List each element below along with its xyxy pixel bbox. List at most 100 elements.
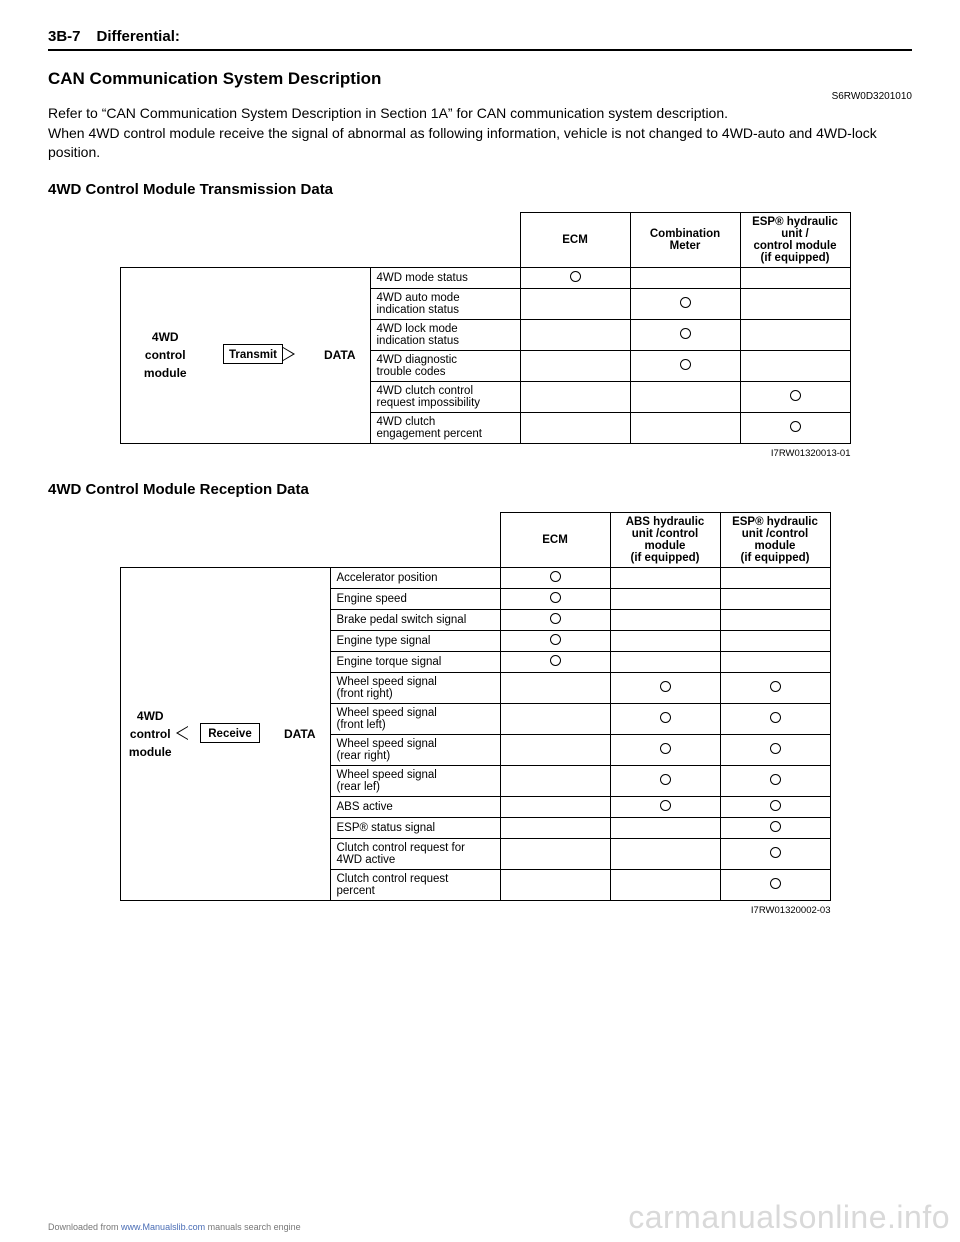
row-label: Wheel speed signal (rear right) xyxy=(330,734,500,765)
mark-cell xyxy=(520,350,630,381)
tx-table: ECMCombinationMeterESP® hydraulic unit /… xyxy=(120,212,851,444)
header-rule xyxy=(48,49,912,51)
footer-download: Downloaded from www.Manualslib.com manua… xyxy=(48,1222,301,1232)
page-container: 3B-7 Differential: CAN Communication Sys… xyxy=(0,0,960,936)
mark-cell xyxy=(720,703,830,734)
mark-cell xyxy=(500,817,610,838)
mark-cell xyxy=(740,319,850,350)
mark-cell xyxy=(720,734,830,765)
mark-cell xyxy=(610,672,720,703)
row-label: Wheel speed signal (rear lef) xyxy=(330,765,500,796)
circle-icon xyxy=(660,774,671,785)
column-header: ABS hydraulicunit /controlmodule(if equi… xyxy=(610,512,720,567)
column-header: ESP® hydraulic unit /control module(if e… xyxy=(740,212,850,267)
rx-fig-code: I7RW01320002-03 xyxy=(120,905,831,916)
mark-cell xyxy=(500,588,610,609)
circle-icon xyxy=(660,743,671,754)
transmit-chip: Transmit xyxy=(223,344,297,366)
circle-icon xyxy=(770,800,781,811)
mark-cell xyxy=(630,267,740,288)
mark-cell xyxy=(720,672,830,703)
mark-cell xyxy=(610,567,720,588)
mark-cell xyxy=(720,869,830,900)
chip-cell: Transmit xyxy=(210,267,310,443)
mark-cell xyxy=(500,703,610,734)
circle-icon xyxy=(770,774,781,785)
row-label: Brake pedal switch signal xyxy=(330,609,500,630)
row-label: Wheel speed signal (front right) xyxy=(330,672,500,703)
tx-fig-code: I7RW01320013-01 xyxy=(120,448,851,459)
page-header: 3B-7 Differential: xyxy=(48,28,912,45)
circle-icon xyxy=(770,712,781,723)
mark-cell xyxy=(740,288,850,319)
column-header: CombinationMeter xyxy=(630,212,740,267)
row-label: Engine torque signal xyxy=(330,651,500,672)
circle-icon xyxy=(550,571,561,582)
mark-cell xyxy=(500,796,610,817)
row-label: 4WD diagnostictrouble codes xyxy=(370,350,520,381)
row-label: Clutch control requestpercent xyxy=(330,869,500,900)
data-label-cell: DATA xyxy=(310,267,370,443)
tx-table-wrap: ECMCombinationMeterESP® hydraulic unit /… xyxy=(58,212,912,459)
circle-icon xyxy=(550,592,561,603)
row-label: Engine speed xyxy=(330,588,500,609)
row-label: Engine type signal xyxy=(330,630,500,651)
mark-cell xyxy=(720,838,830,869)
row-label: 4WD mode status xyxy=(370,267,520,288)
circle-icon xyxy=(770,681,781,692)
module-cell: 4WDcontrolmodule xyxy=(120,267,210,443)
row-label: Accelerator position xyxy=(330,567,500,588)
circle-icon xyxy=(680,328,691,339)
mark-cell xyxy=(610,765,720,796)
circle-icon xyxy=(790,390,801,401)
mark-cell xyxy=(610,588,720,609)
section-label: Differential: xyxy=(97,28,180,45)
circle-icon xyxy=(550,613,561,624)
mark-cell xyxy=(520,267,630,288)
mark-cell xyxy=(520,412,630,443)
mark-cell xyxy=(610,796,720,817)
mark-cell xyxy=(740,350,850,381)
rx-table: ECMABS hydraulicunit /controlmodule(if e… xyxy=(120,512,831,901)
footer-link[interactable]: www.Manualslib.com xyxy=(121,1222,205,1232)
column-header: ECM xyxy=(500,512,610,567)
mark-cell xyxy=(740,412,850,443)
section-title: CAN Communication System Description xyxy=(48,69,912,89)
chip-cell: Receive xyxy=(180,567,270,900)
mark-cell xyxy=(610,630,720,651)
circle-icon xyxy=(550,634,561,645)
module-cell: 4WDcontrolmodule xyxy=(120,567,180,900)
mark-cell xyxy=(740,381,850,412)
circle-icon xyxy=(770,821,781,832)
mark-cell xyxy=(610,703,720,734)
circle-icon xyxy=(770,743,781,754)
row-label: 4WD clutchengagement percent xyxy=(370,412,520,443)
mark-cell xyxy=(500,765,610,796)
row-label: 4WD lock modeindication status xyxy=(370,319,520,350)
circle-icon xyxy=(770,878,781,889)
mark-cell xyxy=(500,609,610,630)
circle-icon xyxy=(550,655,561,666)
mark-cell xyxy=(720,796,830,817)
circle-icon xyxy=(790,421,801,432)
mark-cell xyxy=(500,630,610,651)
mark-cell xyxy=(610,734,720,765)
row-label: 4WD auto modeindication status xyxy=(370,288,520,319)
mark-cell xyxy=(720,609,830,630)
mark-cell xyxy=(610,651,720,672)
mark-cell xyxy=(610,838,720,869)
mark-cell xyxy=(500,838,610,869)
row-label: Clutch control request for4WD active xyxy=(330,838,500,869)
mark-cell xyxy=(520,319,630,350)
mark-cell xyxy=(610,609,720,630)
mark-cell xyxy=(610,869,720,900)
mark-cell xyxy=(720,630,830,651)
mark-cell xyxy=(500,734,610,765)
circle-icon xyxy=(570,271,581,282)
mark-cell xyxy=(610,817,720,838)
mark-cell xyxy=(720,588,830,609)
mark-cell xyxy=(500,567,610,588)
mark-cell xyxy=(720,651,830,672)
mark-cell xyxy=(500,869,610,900)
mark-cell xyxy=(630,412,740,443)
